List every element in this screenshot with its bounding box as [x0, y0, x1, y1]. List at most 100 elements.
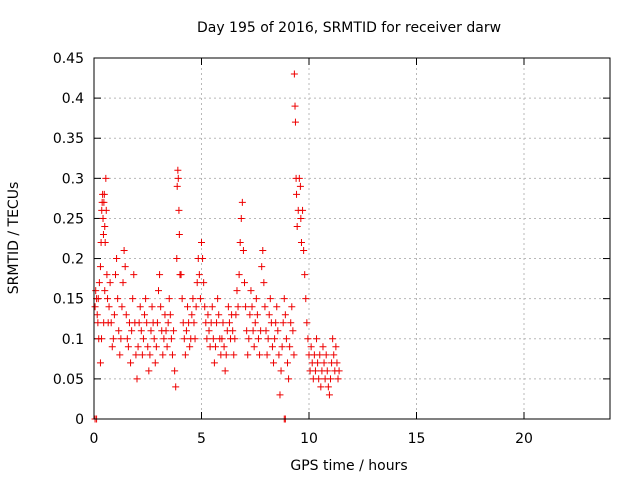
data-point [246, 311, 254, 319]
data-point [315, 375, 323, 383]
data-point [115, 327, 123, 335]
data-point [258, 263, 266, 271]
x-tick-label: 15 [408, 431, 426, 447]
data-point [232, 311, 240, 319]
data-point [291, 118, 299, 126]
data-point [107, 319, 115, 327]
data-point [247, 287, 255, 295]
y-tick-label: 0.15 [53, 292, 84, 308]
data-point [271, 335, 279, 343]
data-point [245, 335, 253, 343]
data-point [268, 343, 276, 351]
data-point [106, 279, 114, 287]
data-point [110, 311, 118, 319]
data-point [104, 295, 112, 303]
data-point [198, 239, 205, 247]
data-point [256, 351, 264, 359]
data-point [322, 351, 330, 359]
y-tick-label: 0.3 [62, 171, 84, 187]
data-point [248, 303, 256, 311]
data-point [225, 319, 233, 327]
data-point [263, 351, 271, 359]
data-point [301, 271, 309, 279]
data-point [262, 327, 270, 335]
data-point [189, 295, 197, 303]
data-point [281, 311, 289, 319]
data-point [293, 222, 301, 230]
data-point [210, 359, 218, 367]
data-point [123, 335, 131, 343]
data-point [261, 303, 269, 311]
data-point [285, 375, 293, 383]
data-point [203, 335, 211, 343]
y-tick-label: 0 [75, 412, 84, 428]
data-point [290, 351, 298, 359]
data-point [156, 271, 164, 279]
data-point [334, 375, 342, 383]
data-point [201, 303, 209, 311]
data-point [150, 335, 158, 343]
tick-labels: 0 5 10 15 20 0 0.05 0.1 0.15 0.2 0.25 0.3 0.35 0.4 0.4… [53, 51, 533, 447]
data-point [172, 383, 180, 391]
data-point [180, 335, 188, 343]
data-point [159, 351, 167, 359]
data-point [129, 295, 137, 303]
data-point [100, 319, 108, 327]
data-point [319, 343, 327, 351]
data-point [323, 367, 331, 375]
data-point [324, 383, 332, 391]
data-point [317, 383, 325, 391]
data-point [231, 335, 239, 343]
data-point [279, 319, 287, 327]
data-point [233, 287, 241, 295]
data-point [163, 343, 171, 351]
x-tick-label: 5 [197, 431, 206, 447]
data-point [193, 279, 201, 287]
data-point [249, 327, 257, 335]
data-point [220, 343, 228, 351]
data-point [112, 271, 119, 279]
data-point [177, 271, 185, 279]
data-point [239, 247, 247, 255]
data-point [278, 343, 286, 351]
data-point [134, 343, 142, 351]
y-tick-label: 0.4 [62, 91, 84, 107]
data-point [100, 190, 108, 198]
data-point [307, 343, 315, 351]
data-point [98, 335, 106, 343]
data-point [289, 327, 297, 335]
data-point [119, 279, 127, 287]
data-point [276, 391, 284, 399]
data-point [314, 359, 322, 367]
y-tick-label: 0.05 [53, 372, 84, 388]
data-point [213, 319, 221, 327]
data-point [166, 311, 174, 319]
data-point [162, 327, 170, 335]
data-point [168, 351, 176, 359]
data-point [200, 279, 208, 287]
data-point [205, 327, 213, 335]
data-point [91, 303, 99, 311]
data-point [286, 343, 294, 351]
data-point [148, 303, 156, 311]
data-point [171, 367, 179, 375]
data-point [333, 359, 341, 367]
y-tick-label: 0.45 [53, 51, 84, 67]
data-point [313, 335, 321, 343]
data-point [136, 303, 144, 311]
data-point [167, 335, 175, 343]
plot-frame [93, 57, 611, 420]
data-point [101, 287, 109, 295]
data-point [230, 351, 238, 359]
data-point [178, 295, 186, 303]
data-point [332, 343, 340, 351]
data-point [234, 303, 242, 311]
data-point [118, 303, 126, 311]
data-point [259, 247, 267, 255]
data-point [241, 279, 248, 287]
data-point [299, 206, 307, 214]
data-point [270, 359, 278, 367]
x-tick-label: 20 [515, 431, 533, 447]
data-point [273, 303, 281, 311]
data-point [155, 287, 162, 295]
